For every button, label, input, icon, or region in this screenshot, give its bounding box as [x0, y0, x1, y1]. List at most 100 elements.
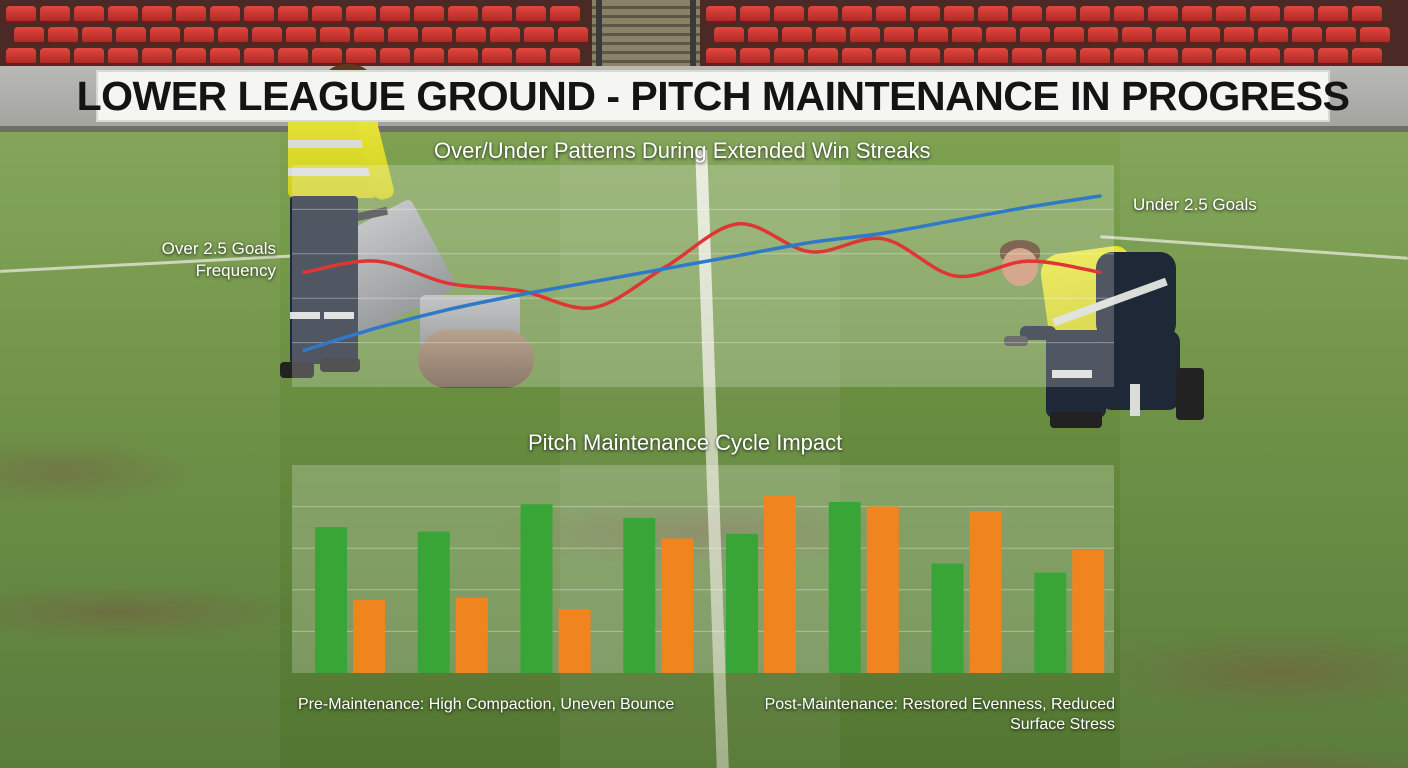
stadium-seat: [40, 48, 70, 63]
stadium-seat: [320, 27, 350, 42]
line-series-over-2-5-goals: [302, 222, 1102, 310]
stadium-seat: [550, 48, 580, 63]
stand-left: [0, 0, 592, 70]
stadium-seat: [918, 27, 948, 42]
stadium-seat: [312, 6, 342, 21]
stadium-seat: [14, 27, 44, 42]
stadium-seat: [312, 48, 342, 63]
stadium-seat: [1360, 27, 1390, 42]
over-goals-label: Over 2.5 Goals Frequency: [161, 239, 276, 280]
stadium-seat: [1148, 48, 1178, 63]
stadium-seat: [142, 6, 172, 21]
stadium-seat: [286, 27, 316, 42]
stadium-seat: [82, 27, 112, 42]
stadium-seat: [108, 48, 138, 63]
stadium-seat: [1216, 6, 1246, 21]
stadium-seat: [774, 48, 804, 63]
stadium-seat: [1122, 27, 1152, 42]
stadium-seat: [1182, 48, 1212, 63]
stadium-seat: [1046, 48, 1076, 63]
stadium-seat: [354, 27, 384, 42]
stadium-seat: [116, 27, 146, 42]
stadium-seat: [1148, 6, 1178, 21]
bar-orange-1: [353, 600, 385, 673]
stadium-seat: [448, 6, 478, 21]
stadium-seat: [244, 48, 274, 63]
stadium-seat: [1054, 27, 1084, 42]
stadium-seat: [910, 48, 940, 63]
stadium-seat: [1352, 48, 1382, 63]
stadium-seat: [1258, 27, 1288, 42]
line-series-under-2-5-goals: [302, 194, 1102, 353]
banner-text: LOWER LEAGUE GROUND - PITCH MAINTENANCE …: [76, 72, 1350, 119]
stadium-seat: [986, 27, 1016, 42]
stadium-seat: [1284, 48, 1314, 63]
stadium-seat: [456, 27, 486, 42]
bar-green-5: [726, 533, 758, 673]
stadium-seat: [558, 27, 588, 42]
stadium-seat: [1080, 48, 1110, 63]
stadium-seat: [524, 27, 554, 42]
stadium-seat: [346, 48, 376, 63]
stadium-seat: [706, 48, 736, 63]
stadium-seat: [842, 6, 872, 21]
stadium-seat: [142, 48, 172, 63]
stadium-seat: [1326, 27, 1356, 42]
ground-banner: LOWER LEAGUE GROUND - PITCH MAINTENANCE …: [77, 70, 1350, 122]
stadium-seat: [516, 48, 546, 63]
bar-green-7: [931, 563, 964, 673]
stadium-seat: [1012, 48, 1042, 63]
stadium-seat: [850, 27, 880, 42]
stadium-seat: [1114, 6, 1144, 21]
bar-green-3: [520, 504, 553, 673]
stadium-seat: [944, 6, 974, 21]
stadium-seat: [380, 48, 410, 63]
stadium-seat: [184, 27, 214, 42]
stadium-seat: [448, 48, 478, 63]
bar-green-4: [623, 517, 656, 673]
stand-right: [700, 0, 1408, 70]
bar-green-6: [828, 502, 861, 673]
bar-green-8: [1034, 572, 1067, 673]
stadium-seat: [388, 27, 418, 42]
stadium-seat: [176, 48, 206, 63]
stadium-seat: [48, 27, 78, 42]
stadium-seat: [278, 48, 308, 63]
stadium-seat: [210, 48, 240, 63]
stadium-seat: [740, 6, 770, 21]
stadium-seat: [1318, 48, 1348, 63]
stadium-seat: [884, 27, 914, 42]
stadium-seat: [252, 27, 282, 42]
stadium-seat: [1182, 6, 1212, 21]
post-maintenance-annotation: Post-Maintenance: Restored Evenness, Red…: [764, 696, 1115, 733]
bar-orange-2: [455, 597, 488, 673]
stadium-seat: [842, 48, 872, 63]
stadium-seat: [876, 48, 906, 63]
stadium-seat: [346, 6, 376, 21]
line-chart-title: Over/Under Patterns During Extended Win …: [434, 138, 931, 163]
stadium-seat: [380, 6, 410, 21]
stadium-seat: [6, 6, 36, 21]
stadium-seat: [40, 6, 70, 21]
stadium-seat: [1114, 48, 1144, 63]
stadium-seat: [1190, 27, 1220, 42]
bar-green-2: [417, 531, 450, 673]
stadium-seat: [1088, 27, 1118, 42]
stadium-seat: [218, 27, 248, 42]
stadium-seat: [876, 6, 906, 21]
stadium-seat: [714, 27, 744, 42]
bar-orange-8: [1072, 549, 1105, 673]
stadium-seat: [1250, 6, 1280, 21]
stadium-seat: [414, 48, 444, 63]
stadium-seat: [1284, 6, 1314, 21]
stadium-seat: [978, 6, 1008, 21]
stadium-seat: [6, 48, 36, 63]
stadium-seat: [1156, 27, 1186, 42]
under-goals-label: Under 2.5 Goals: [1133, 195, 1257, 214]
bar-orange-7: [969, 511, 1002, 673]
stadium-seat: [422, 27, 452, 42]
stadium-seat: [1292, 27, 1322, 42]
stadium-seat: [808, 48, 838, 63]
stadium-seat: [774, 6, 804, 21]
stadium-seat: [1352, 6, 1382, 21]
